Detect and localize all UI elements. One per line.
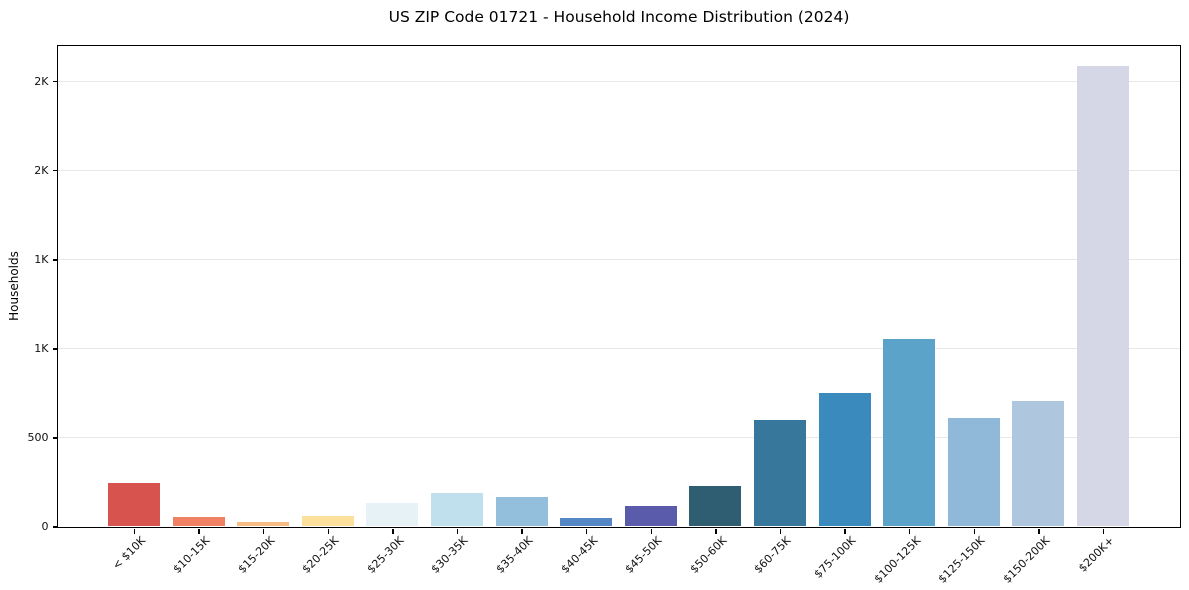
y-tick-label: 1K <box>34 252 49 266</box>
x-tick-mark <box>198 528 200 534</box>
y-tick-mark <box>52 80 58 83</box>
x-tick-mark <box>1038 528 1040 534</box>
bar-45-50k <box>624 506 677 527</box>
x-tick-label: $125-150K <box>935 534 988 586</box>
chart-title: US ZIP Code 01721 - Household Income Dis… <box>388 8 850 26</box>
x-tick-label: $50-60K <box>687 534 730 576</box>
x-tick-label: $150-200K <box>1000 534 1053 586</box>
x-tick-mark <box>1102 528 1105 534</box>
plot-area <box>56 44 1181 528</box>
y-tick-mark <box>52 259 58 261</box>
bar-25-30k <box>366 503 419 527</box>
x-tick-mark <box>585 528 588 534</box>
y-tick-label: 0 <box>41 520 49 533</box>
bar-40-45k <box>560 517 613 527</box>
y-tick-label: 2K <box>34 74 49 88</box>
y-tick-label: 2K <box>34 163 49 177</box>
y-tick-mark <box>52 526 58 528</box>
x-tick-mark <box>133 528 136 534</box>
x-tick-mark <box>650 528 653 534</box>
x-tick-label: $100-125K <box>871 534 923 586</box>
x-tick-label: $20-25K <box>299 534 342 576</box>
x-tick-mark <box>392 528 394 534</box>
x-tick-label: $60-75K <box>751 534 794 576</box>
x-tick-mark <box>844 528 846 534</box>
bar-10-15k <box>172 516 225 527</box>
x-tick-label: $40-45K <box>558 534 600 576</box>
x-tick-label: $30-35K <box>428 534 471 576</box>
gridline <box>57 169 1180 171</box>
x-tick-mark <box>521 528 523 534</box>
gridline <box>57 80 1180 82</box>
y-tick-label: 1K <box>34 341 49 355</box>
x-tick-label: $10-15K <box>170 534 213 576</box>
x-tick-label: $25-30K <box>364 534 407 576</box>
y-tick-mark <box>52 437 58 439</box>
x-tick-mark <box>715 528 717 534</box>
bar-20-25k <box>301 515 354 527</box>
x-tick-label: $15-20K <box>235 534 277 576</box>
bar-10k <box>108 482 160 527</box>
gridline <box>57 347 1180 349</box>
y-tick-mark <box>52 169 58 172</box>
bar-50-60k <box>689 485 742 527</box>
y-tick-mark <box>52 348 58 350</box>
bar-150-200k <box>1012 400 1065 527</box>
y-tick-label: 500 <box>27 430 49 444</box>
x-tick-mark <box>262 528 265 534</box>
x-tick-label: $45-50K <box>622 534 665 576</box>
bar-100-125k <box>883 339 936 527</box>
bar-35-40k <box>495 497 548 527</box>
x-tick-mark <box>779 528 782 534</box>
x-tick-mark <box>908 528 911 534</box>
x-tick-label: $35-40K <box>493 534 536 576</box>
x-tick-mark <box>973 528 976 534</box>
bar-200k <box>1077 65 1129 527</box>
x-tick-mark <box>456 528 459 534</box>
bar-30-35k <box>431 492 483 527</box>
x-tick-label: $200K+ <box>1076 534 1117 575</box>
x-tick-label: $75-100K <box>811 534 859 581</box>
gridline <box>57 258 1180 260</box>
bar-15-20k <box>237 522 290 527</box>
y-axis-label: Households <box>7 251 21 321</box>
x-tick-label: < $10K <box>109 534 148 573</box>
bar-60-75k <box>754 419 806 527</box>
x-tick-mark <box>327 528 330 534</box>
gridline <box>57 436 1180 438</box>
bar-125-150k <box>947 417 1000 527</box>
bar-75-100k <box>818 392 871 527</box>
